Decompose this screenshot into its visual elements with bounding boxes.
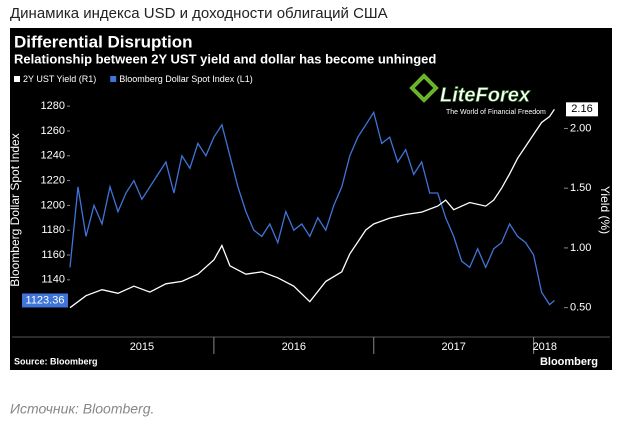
y-tick-label: 1260 xyxy=(41,125,65,137)
x-tick-label: 2018 xyxy=(533,341,557,353)
y-tick-label: 1200 xyxy=(41,199,65,211)
y2-tick-label: 2.00 xyxy=(570,122,591,134)
y-tick-label: 1180 xyxy=(41,224,65,236)
logo-tagline: The World of Financial Freedom xyxy=(446,109,546,116)
end-label: 2.16 xyxy=(571,103,592,115)
caption: Источник: Bloomberg. xyxy=(10,401,154,417)
page-heading: Динамика индекса USD и доходности облига… xyxy=(10,5,388,22)
logo-icon xyxy=(409,73,439,103)
y-tick-label: 1220 xyxy=(41,174,65,186)
logo: LiteForex The World of Financial Freedom xyxy=(409,73,546,116)
chart-background xyxy=(10,28,612,370)
chart-title: Differential Disruption xyxy=(14,32,193,51)
x-tick-label: 2015 xyxy=(130,341,154,353)
y2-axis-title: Yield (%) xyxy=(598,186,612,234)
series-line xyxy=(69,108,555,309)
y2-tick-label: 1.00 xyxy=(570,242,591,254)
chart-subtitle: Relationship between 2Y UST yield and do… xyxy=(14,51,436,66)
x-tick-label: 2016 xyxy=(282,341,306,353)
end-label-box xyxy=(22,293,68,308)
end-label: 1123.36 xyxy=(26,294,65,306)
brand: Bloomberg xyxy=(540,356,598,368)
y-tick-label: 1240 xyxy=(41,150,65,162)
y-axis-title: Bloomberg Dollar Spot Index xyxy=(8,133,22,286)
y2-tick-label: 0.50 xyxy=(570,302,591,314)
end-label-box xyxy=(566,102,598,117)
y-tick-label: 1140 xyxy=(41,274,65,286)
source: Source: Bloomberg xyxy=(14,356,98,366)
legend-label: 2Y UST Yield (R1) xyxy=(23,74,96,84)
series-line xyxy=(69,110,555,306)
legend-swatch xyxy=(110,76,117,82)
x-tick-label: 2017 xyxy=(441,341,465,353)
legend-swatch xyxy=(14,76,20,82)
legend-label: Bloomberg Dollar Spot Index (L1) xyxy=(119,74,253,84)
logo-name: LiteForex xyxy=(440,84,531,106)
y2-tick-label: 1.50 xyxy=(570,182,591,194)
y-tick-label: 1280 xyxy=(41,100,65,112)
y-tick-label: 1160 xyxy=(41,249,65,261)
